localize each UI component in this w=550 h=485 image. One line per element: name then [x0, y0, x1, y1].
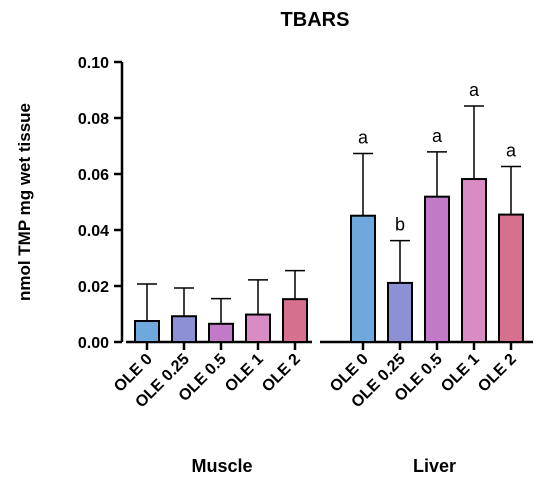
bar-muscle-0	[134, 320, 160, 343]
bar-liver-4	[498, 213, 524, 344]
y-tick-label: 0.08	[78, 111, 109, 128]
chart-title: TBARS	[281, 9, 350, 31]
x-tick-label: OLE 1	[438, 351, 483, 396]
y-tick-label: 0.10	[78, 55, 109, 72]
group-label-muscle: Muscle	[191, 456, 252, 476]
significance-letter: b	[395, 215, 405, 235]
bar-liver-2	[424, 195, 450, 343]
bar-liver-1	[387, 281, 413, 344]
significance-letter: a	[432, 126, 443, 146]
significance-letter: a	[469, 80, 480, 100]
bar-muscle-1	[171, 315, 197, 343]
bar-muscle-2	[208, 322, 234, 343]
y-tick-label: 0.02	[78, 279, 109, 296]
significance-letter: a	[358, 128, 369, 148]
y-tick-label: 0.04	[78, 223, 109, 240]
x-tick-label: OLE 2	[259, 351, 304, 396]
bar-liver-0	[350, 214, 376, 343]
y-axis-label: nmol TMP mg wet tissue	[15, 103, 34, 301]
y-tick-label: 0.00	[78, 335, 109, 352]
group-label-liver: Liver	[413, 456, 456, 476]
x-tick-label: OLE 2	[475, 351, 520, 396]
bar-muscle-4	[282, 298, 308, 344]
y-tick-label: 0.06	[78, 167, 109, 184]
bar-muscle-3	[245, 313, 271, 343]
significance-letter: a	[506, 140, 517, 160]
bar-liver-3	[461, 178, 487, 343]
x-tick-label: OLE 1	[222, 351, 267, 396]
